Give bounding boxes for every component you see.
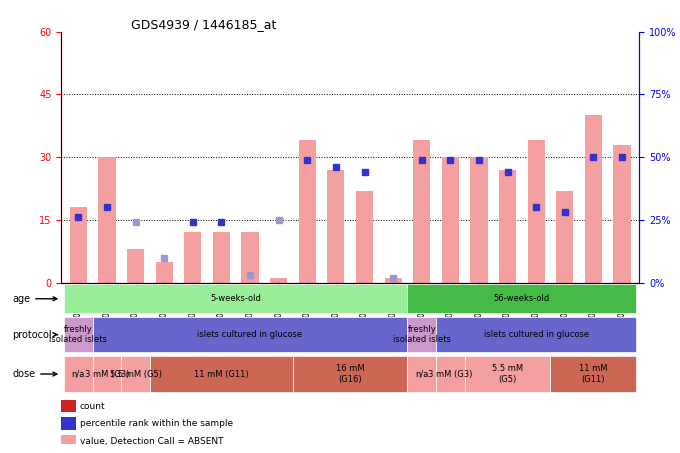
Bar [184, 232, 201, 283]
Text: age: age [12, 294, 57, 304]
FancyBboxPatch shape [436, 357, 464, 392]
Bar [61, 417, 75, 430]
FancyBboxPatch shape [64, 284, 407, 313]
FancyBboxPatch shape [92, 357, 121, 392]
Bar [156, 262, 173, 283]
FancyBboxPatch shape [407, 357, 436, 392]
Text: value, Detection Call = ABSENT: value, Detection Call = ABSENT [80, 437, 223, 446]
FancyBboxPatch shape [407, 284, 636, 313]
Bar [61, 400, 75, 412]
Text: 11 mM (G11): 11 mM (G11) [194, 370, 249, 379]
Bar [413, 140, 430, 283]
Bar [61, 435, 75, 448]
FancyBboxPatch shape [464, 357, 551, 392]
FancyBboxPatch shape [407, 317, 436, 352]
FancyBboxPatch shape [92, 317, 407, 352]
Bar [585, 116, 602, 283]
FancyBboxPatch shape [436, 317, 636, 352]
Text: islets cultured in glucose: islets cultured in glucose [197, 330, 303, 339]
FancyBboxPatch shape [121, 357, 150, 392]
Text: GDS4939 / 1446185_at: GDS4939 / 1446185_at [131, 18, 276, 30]
Bar [471, 157, 488, 283]
Text: 11 mM
(G11): 11 mM (G11) [579, 364, 608, 384]
FancyBboxPatch shape [293, 357, 407, 392]
Bar [299, 140, 316, 283]
Bar [270, 279, 287, 283]
Text: percentile rank within the sample: percentile rank within the sample [80, 419, 233, 429]
Text: 5.5 mM (G5): 5.5 mM (G5) [109, 370, 162, 379]
FancyBboxPatch shape [551, 357, 636, 392]
Text: 16 mM
(G16): 16 mM (G16) [336, 364, 364, 384]
Bar [499, 170, 516, 283]
Text: 3 mM (G3): 3 mM (G3) [85, 370, 129, 379]
Text: freshly
isolated islets: freshly isolated islets [50, 325, 107, 344]
Text: protocol: protocol [12, 330, 58, 340]
Bar [384, 279, 402, 283]
Bar [99, 157, 116, 283]
FancyBboxPatch shape [150, 357, 293, 392]
Bar [528, 140, 545, 283]
Text: dose: dose [12, 369, 57, 379]
Bar [442, 157, 459, 283]
Text: 5-weeks-old: 5-weeks-old [210, 294, 261, 303]
Bar [127, 249, 144, 283]
Text: n/a: n/a [415, 370, 428, 379]
Bar [356, 191, 373, 283]
Text: 3 mM (G3): 3 mM (G3) [428, 370, 473, 379]
Bar [241, 232, 258, 283]
Bar [556, 191, 573, 283]
Bar [70, 207, 87, 283]
FancyBboxPatch shape [64, 357, 92, 392]
Bar [613, 145, 630, 283]
Text: freshly
isolated islets: freshly isolated islets [393, 325, 451, 344]
FancyBboxPatch shape [64, 317, 92, 352]
Text: 56-weeks-old: 56-weeks-old [494, 294, 550, 303]
Text: count: count [80, 402, 105, 411]
Text: islets cultured in glucose: islets cultured in glucose [483, 330, 589, 339]
Bar [213, 232, 230, 283]
Text: 5.5 mM
(G5): 5.5 mM (G5) [492, 364, 523, 384]
Text: n/a: n/a [71, 370, 85, 379]
Bar [327, 170, 345, 283]
